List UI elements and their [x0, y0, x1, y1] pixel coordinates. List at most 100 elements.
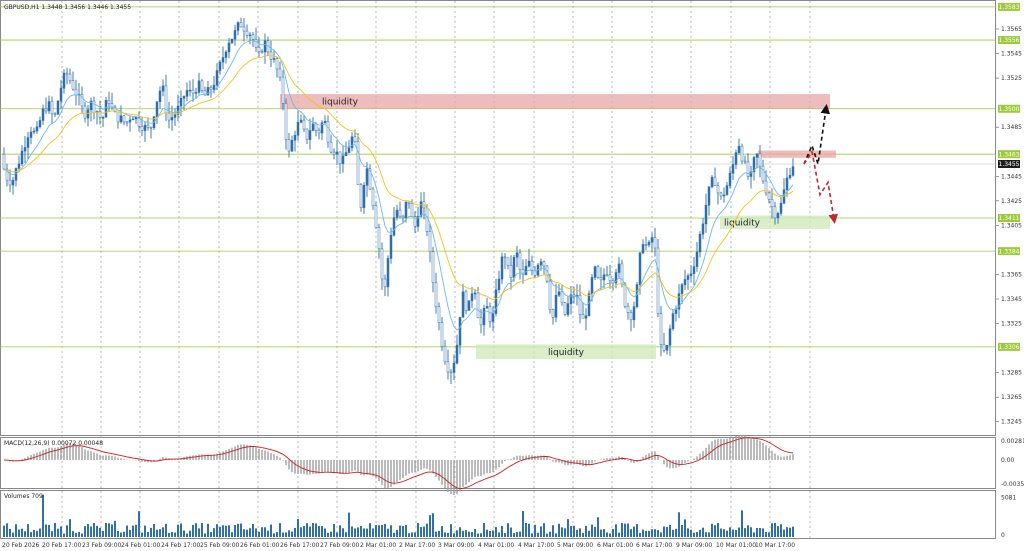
volume-bar [138, 511, 140, 537]
volume-bar [486, 529, 488, 537]
candle-body [716, 185, 720, 194]
volume-bar [714, 525, 716, 537]
volume-bar [699, 529, 701, 537]
candle-body [701, 223, 705, 235]
volume-bar [591, 524, 593, 537]
candle-body [530, 260, 534, 271]
volume-bar [450, 524, 452, 537]
candle-body [344, 152, 348, 157]
candle-body [332, 151, 336, 155]
candle-body [557, 291, 561, 296]
volume-bar [687, 528, 689, 537]
candle-body [470, 293, 474, 301]
volume-bar [342, 528, 344, 537]
candle-body [191, 89, 195, 94]
volume-bar [510, 527, 512, 537]
candle-body [218, 61, 222, 71]
y-tick-label-10: 1.3285 [1001, 370, 1022, 377]
level-label-5: 1.3384 [999, 248, 1020, 255]
volume-bar [225, 525, 227, 537]
volume-bar [432, 513, 434, 537]
candle-body [632, 306, 636, 321]
candle-body [44, 108, 48, 112]
candle-body [17, 163, 21, 169]
volume-pane[interactable] [0, 490, 996, 539]
volume-bar [672, 529, 674, 537]
volume-bar [129, 529, 131, 537]
macd-pane[interactable] [0, 437, 996, 489]
candle-body [551, 309, 555, 318]
volume-bar [78, 532, 80, 537]
candle-body [278, 68, 282, 78]
candle-body [401, 215, 405, 218]
volume-bar [183, 530, 185, 537]
candle-body [521, 269, 525, 276]
candle-body [188, 89, 192, 92]
candle-body [128, 119, 132, 123]
candle-body [395, 209, 399, 218]
volume-bar [477, 533, 479, 537]
volume-bar [105, 522, 107, 537]
candle-body [707, 186, 711, 206]
volume-bar [453, 533, 455, 537]
volume-bar [63, 533, 65, 537]
candle-body [629, 312, 633, 321]
candle-body [323, 121, 327, 123]
volume-bar [12, 532, 14, 537]
candle-body [362, 185, 366, 208]
volume-bar [348, 512, 350, 537]
volume-bar [729, 527, 731, 537]
candle-body [464, 291, 468, 311]
volume-bar [678, 512, 680, 537]
candle-body [32, 130, 36, 133]
x-tick-label-11: 3 Mar 09:00 [438, 542, 474, 549]
volume-bar [402, 525, 404, 537]
candle-body [233, 30, 237, 40]
volume-bar [711, 523, 713, 537]
candle-body [389, 234, 393, 259]
chart-title: GBPUSD,H1 1.3448 1.3456 1.3446 1.3455 [4, 4, 131, 11]
volume-bar [336, 532, 338, 537]
volume-title: Volumes 709 [4, 493, 43, 500]
candle-body [368, 168, 372, 190]
volume-bar [51, 531, 53, 537]
candle-body [455, 344, 459, 364]
y-tick-label-7: 1.3365 [1001, 271, 1022, 278]
candle-body [476, 292, 480, 319]
volume-bar [741, 510, 743, 537]
candle-body [425, 207, 429, 232]
candle-body [89, 100, 93, 111]
x-tick-label-12: 4 Mar 01:00 [478, 542, 514, 549]
candle-body [527, 260, 531, 267]
volume-bar [522, 511, 524, 537]
volume-bar [159, 529, 161, 537]
candle-body [542, 261, 546, 267]
candle-body [140, 126, 144, 131]
volume-bar [543, 523, 545, 537]
candle-body [113, 106, 117, 113]
candle-body [206, 87, 210, 96]
candle-body [407, 201, 411, 204]
candle-body [683, 279, 687, 285]
candle-body [686, 275, 690, 280]
volume-bar [81, 533, 83, 537]
volume-bar [573, 525, 575, 537]
y-tick-label-3: 1.3485 [1001, 124, 1022, 131]
volume-bar [291, 531, 293, 537]
candle-body [296, 122, 300, 136]
candle-body [419, 201, 423, 217]
candle-body [203, 90, 207, 96]
candle-body [272, 58, 276, 60]
volume-bar [534, 524, 536, 537]
volume-bar [408, 533, 410, 537]
x-tick-label-4: 24 Feb 17:00 [161, 542, 201, 549]
volume-bar [36, 530, 38, 537]
volume-bar [390, 525, 392, 537]
volume-bar [492, 530, 494, 537]
y-tick-label-6: 1.3405 [1001, 222, 1022, 229]
volume-bar [702, 527, 704, 537]
volume-bar [600, 529, 602, 537]
candle-body [587, 293, 591, 316]
